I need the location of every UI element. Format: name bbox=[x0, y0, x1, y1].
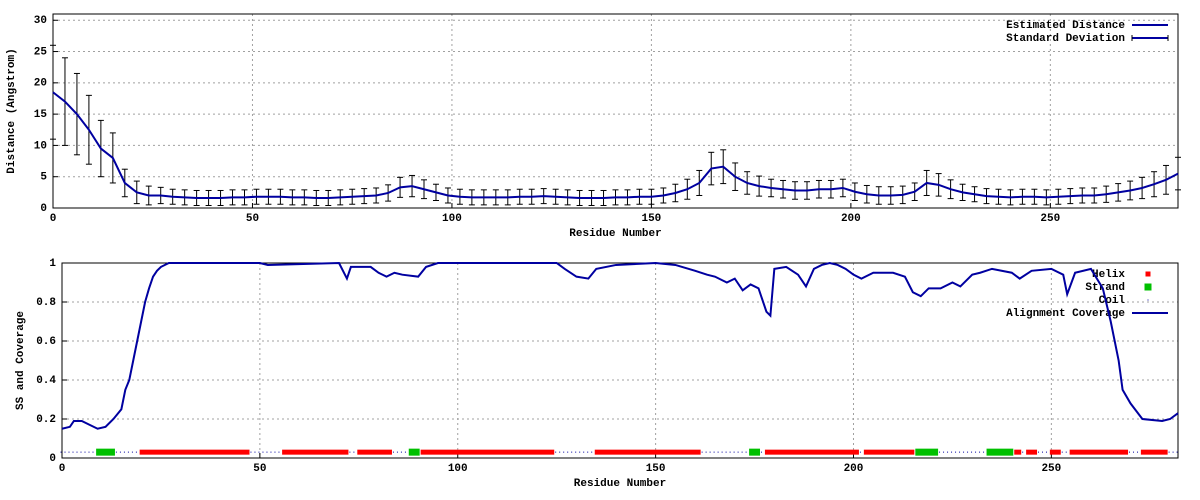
y-tick-label: 0.8 bbox=[36, 297, 56, 309]
error-bar bbox=[50, 44, 56, 140]
helix-segment bbox=[420, 449, 555, 455]
legend-label: Helix bbox=[1092, 269, 1125, 281]
legend-swatch bbox=[1145, 271, 1151, 277]
plot-frame bbox=[61, 262, 1179, 459]
helix-segment bbox=[1140, 449, 1168, 455]
legend-label: Standard Deviation bbox=[1006, 33, 1125, 45]
strand-segment bbox=[915, 448, 939, 456]
legend-label: Estimated Distance bbox=[1006, 20, 1125, 32]
y-tick-label: 0.2 bbox=[36, 414, 56, 426]
strand-segment bbox=[986, 448, 1014, 456]
x-tick-label: 100 bbox=[442, 213, 462, 225]
y-axis-label: SS and Coverage bbox=[15, 311, 27, 410]
y-tick-label: 0.4 bbox=[36, 375, 56, 387]
y-tick-label: 0 bbox=[49, 453, 56, 465]
legend-label: Alignment Coverage bbox=[1006, 308, 1125, 320]
x-axis-label: Residue Number bbox=[574, 478, 666, 490]
x-tick-label: 200 bbox=[841, 213, 861, 225]
helix-segment bbox=[594, 449, 701, 455]
y-tick-label: 15 bbox=[34, 109, 48, 121]
helix-segment bbox=[1014, 449, 1022, 455]
y-tick-label: 1 bbox=[49, 258, 56, 270]
helix-segment bbox=[1049, 449, 1061, 455]
y-tick-label: 10 bbox=[34, 140, 47, 152]
strand-segment bbox=[408, 448, 420, 456]
x-tick-label: 250 bbox=[1040, 213, 1060, 225]
y-tick-label: 25 bbox=[34, 46, 48, 58]
x-tick-label: 150 bbox=[641, 213, 661, 225]
helix-segment bbox=[1069, 449, 1129, 455]
helix-segment bbox=[1026, 449, 1038, 455]
helix-segment bbox=[357, 449, 392, 455]
y-tick-label: 0.6 bbox=[36, 336, 56, 348]
y-tick-label: 20 bbox=[34, 78, 47, 90]
helix-segment bbox=[282, 449, 349, 455]
strand-segment bbox=[749, 448, 761, 456]
legend-label: Strand bbox=[1085, 282, 1125, 294]
strand-segment bbox=[96, 448, 115, 456]
x-tick-label: 0 bbox=[59, 463, 66, 475]
y-tick-label: 0 bbox=[40, 203, 47, 215]
x-tick-label: 250 bbox=[1041, 463, 1061, 475]
legend-label: Coil bbox=[1099, 295, 1126, 307]
legend-swatch bbox=[1144, 283, 1152, 291]
helix-segment bbox=[139, 449, 250, 455]
y-axis-label: Distance (Angstrom) bbox=[6, 48, 18, 173]
coverage-line bbox=[61, 261, 1179, 430]
helix-segment bbox=[863, 449, 915, 455]
helix-segment bbox=[764, 449, 859, 455]
legend-swatch bbox=[1147, 299, 1149, 301]
x-axis-label: Residue Number bbox=[569, 228, 661, 240]
y-tick-label: 30 bbox=[34, 15, 47, 27]
x-tick-label: 0 bbox=[50, 213, 57, 225]
x-tick-label: 200 bbox=[844, 463, 864, 475]
x-tick-label: 50 bbox=[253, 463, 266, 475]
x-tick-label: 150 bbox=[646, 463, 666, 475]
x-tick-label: 100 bbox=[448, 463, 468, 475]
distance-line bbox=[52, 91, 1179, 199]
y-tick-label: 5 bbox=[40, 172, 47, 184]
x-tick-label: 50 bbox=[246, 213, 259, 225]
